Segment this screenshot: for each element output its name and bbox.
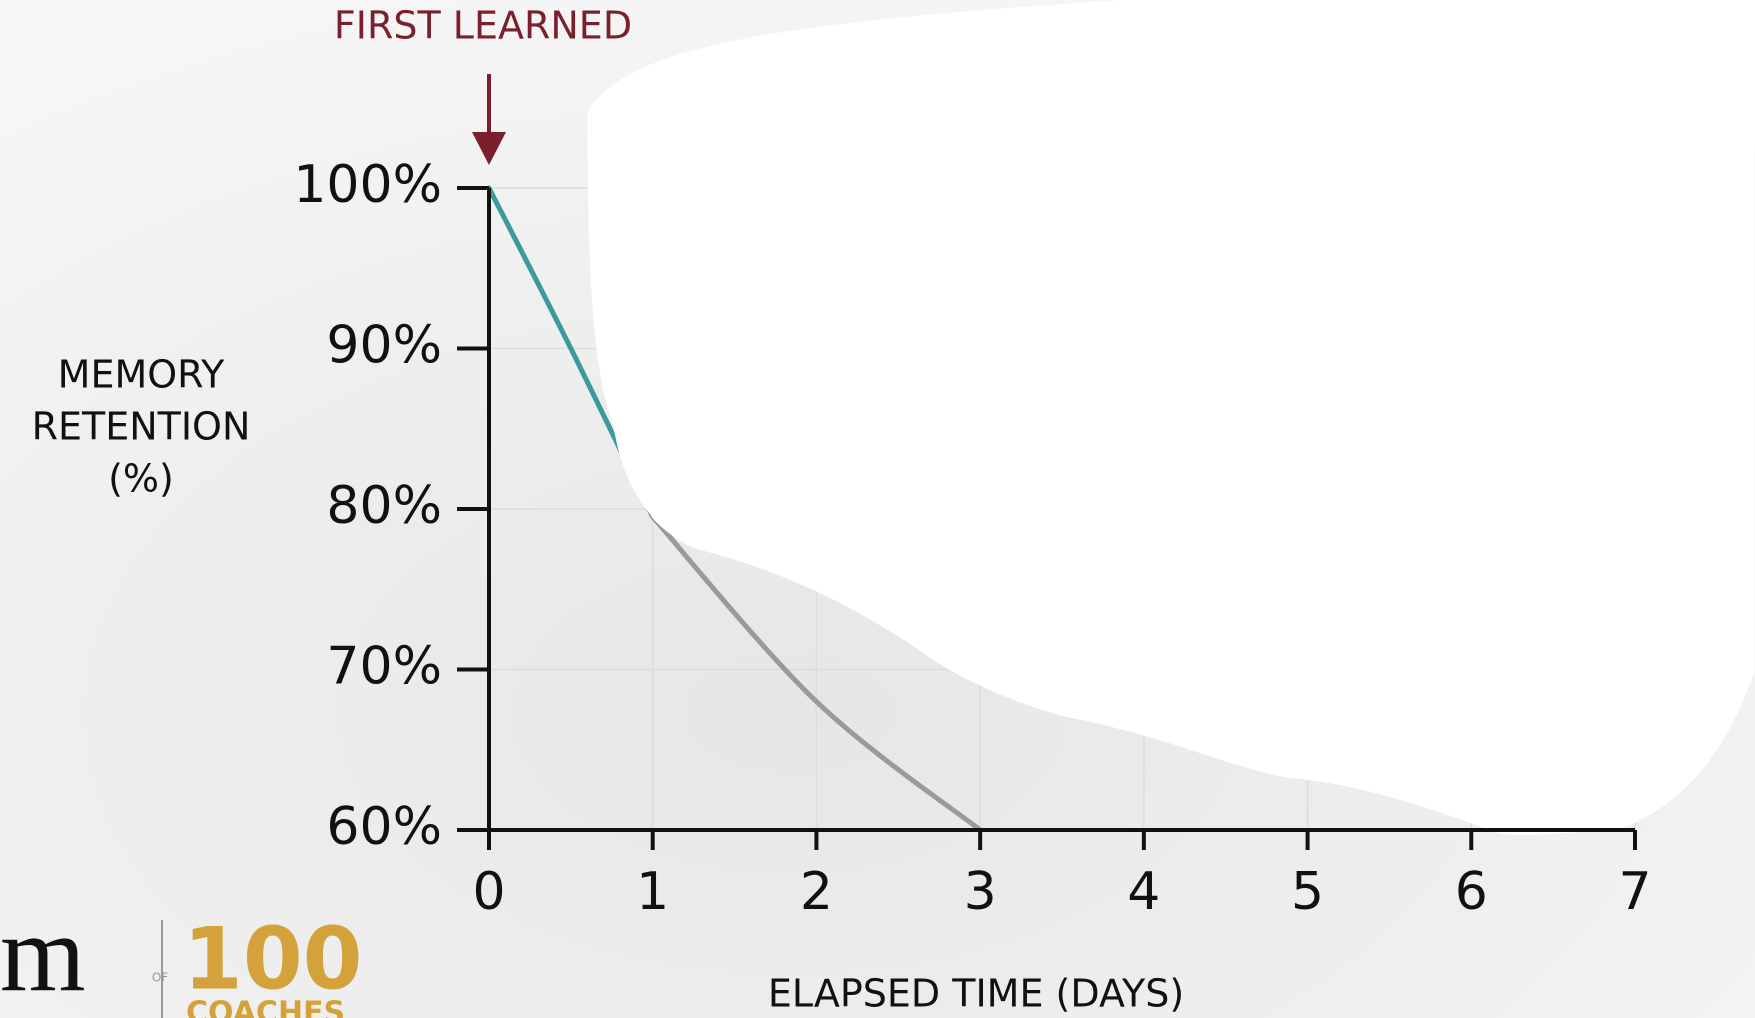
x-axis-title: ELAPSED TIME (DAYS) [768, 972, 1184, 1016]
y-axis-title: RETENTION [32, 405, 251, 449]
y-tick-label: 100% [293, 155, 442, 215]
chart: 60% 70% 80% 90% 100% 0 1 2 3 4 5 6 7 FIRST LEARNED M… [0, 0, 1755, 1018]
y-tick-label: 70% [326, 637, 442, 697]
y-axis-title: MEMORY [58, 353, 225, 397]
logo-number: 100 [183, 909, 363, 1009]
x-tick-label: 2 [800, 862, 833, 922]
y-tick-label: 60% [326, 797, 442, 857]
y-tick-label: 80% [326, 476, 442, 536]
x-tick-label: 3 [964, 862, 997, 922]
annotation: FIRST LEARNED [334, 4, 632, 48]
x-tick-label: 5 [1291, 862, 1324, 922]
x-tick-label: 6 [1455, 862, 1488, 922]
logo-mark: m [0, 892, 86, 1014]
x-tick-label: 0 [472, 862, 505, 922]
logo-word: COACHES [186, 996, 345, 1018]
logo-of: OF [152, 971, 168, 985]
y-axis-title: (%) [108, 457, 174, 501]
y-tick-label: 90% [326, 316, 442, 376]
x-tick-label: 7 [1618, 862, 1651, 922]
x-tick-label: 1 [636, 862, 669, 922]
x-tick-label: 4 [1127, 862, 1160, 922]
